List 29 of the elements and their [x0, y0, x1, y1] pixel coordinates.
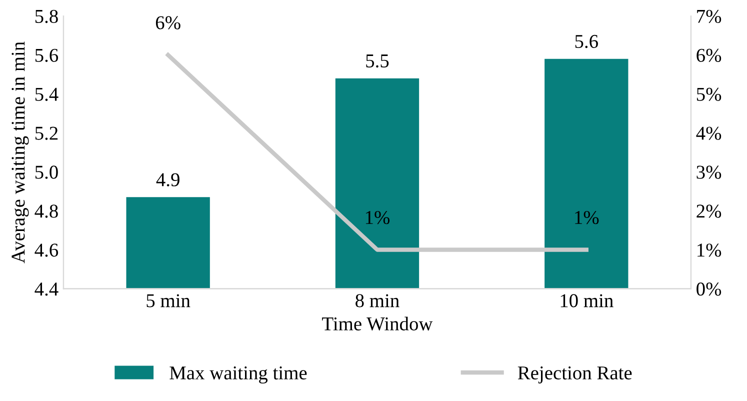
x-axis-title: Time Window: [322, 316, 433, 331]
y-tick-label: 4.8: [34, 204, 58, 218]
y-tick-label: 4.4: [34, 282, 58, 296]
y-tick-label: 5.4: [35, 88, 58, 101]
legend-label: Max waiting time: [170, 366, 307, 384]
data-label: 5.5: [366, 54, 389, 68]
y-tick-label: 4.6: [34, 244, 58, 257]
y-tick-label: 5.0: [35, 166, 58, 179]
x-tick-label: 5 min: [146, 294, 190, 308]
y2-tick-label: 3%: [696, 166, 722, 179]
y2-tick-label: 7%: [697, 10, 722, 24]
y-tick-label: 5.2: [35, 126, 58, 140]
y-tick-label: 5.8: [35, 10, 58, 24]
legend-label: Rejection Rate: [518, 366, 632, 384]
data-label: 1%: [575, 210, 599, 224]
y2-tick-label: 0%: [696, 282, 722, 296]
y-axis-title: Average waiting time in min: [12, 42, 29, 264]
data-label: 1%: [366, 210, 390, 224]
y2-tick-label: 2%: [696, 204, 722, 218]
x-tick-label: 8 min: [356, 294, 400, 308]
data-label: 6%: [156, 16, 180, 30]
data-label: 5.6: [575, 34, 598, 48]
y2-tick-label: 1%: [698, 244, 722, 257]
y-tick-label: 5.6: [35, 48, 58, 62]
y2-tick-label: 6%: [696, 48, 722, 62]
y2-tick-label: 5%: [696, 88, 722, 101]
x-tick-label: 10 min: [560, 294, 614, 308]
y2-tick-label: 4%: [696, 126, 722, 140]
data-label: 4.9: [156, 173, 180, 186]
